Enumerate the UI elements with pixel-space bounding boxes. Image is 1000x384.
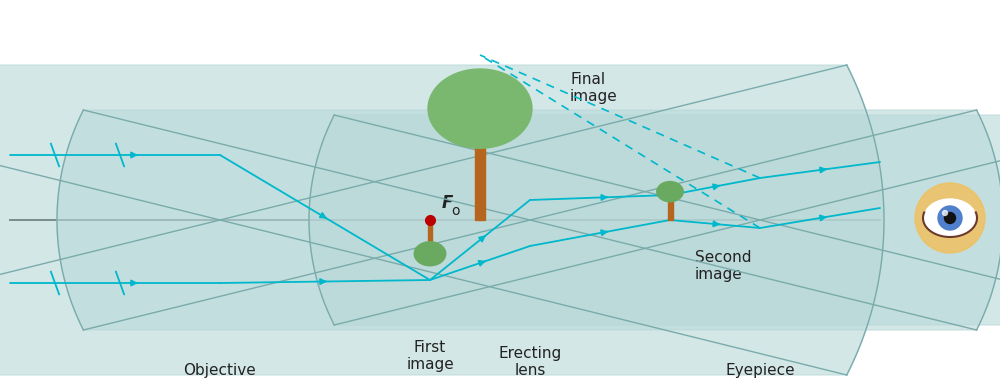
Ellipse shape xyxy=(657,182,683,202)
Ellipse shape xyxy=(915,183,985,253)
Bar xyxy=(475,141,485,220)
Polygon shape xyxy=(57,110,1000,330)
Ellipse shape xyxy=(944,212,956,223)
Ellipse shape xyxy=(428,69,532,148)
Text: First
image: First image xyxy=(406,340,454,372)
Text: Second
image: Second image xyxy=(695,250,752,282)
Text: Final
image: Final image xyxy=(570,72,618,104)
Text: o: o xyxy=(451,204,460,218)
Text: Eyepiece: Eyepiece xyxy=(725,363,795,378)
Ellipse shape xyxy=(938,206,962,230)
Text: Objective: Objective xyxy=(184,363,256,378)
Ellipse shape xyxy=(924,199,976,237)
Bar xyxy=(428,220,432,244)
Text: Erecting
lens: Erecting lens xyxy=(498,346,562,378)
Bar xyxy=(668,200,672,220)
Polygon shape xyxy=(309,115,1000,325)
Ellipse shape xyxy=(414,242,446,266)
Polygon shape xyxy=(0,65,884,375)
Text: F: F xyxy=(442,194,453,212)
Ellipse shape xyxy=(942,210,948,215)
